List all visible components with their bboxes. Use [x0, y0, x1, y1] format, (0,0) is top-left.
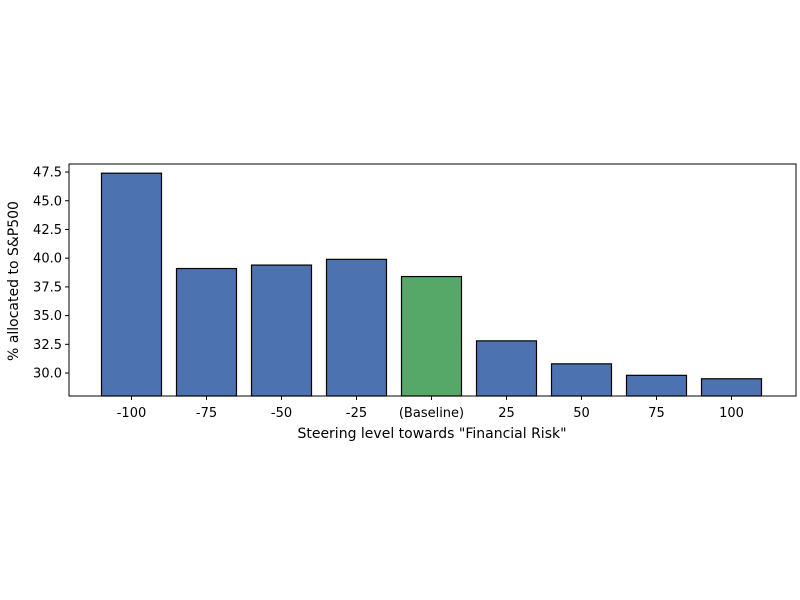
- x-tick-label-7: 75: [648, 406, 665, 421]
- y-tick-label-0: 30.0: [33, 367, 62, 382]
- bars-group: [100, 172, 763, 397]
- x-tick-label-3: -25: [346, 406, 367, 421]
- y-axis: 30.0 32.5 35.0 37.5 40.0 42.5 45.0 47.5: [33, 166, 69, 382]
- x-tick-label-2: -50: [271, 406, 292, 421]
- x-tick-label-0: -100: [117, 406, 147, 421]
- bar-8: [700, 378, 763, 397]
- y-tick-label-6: 45.0: [33, 194, 62, 209]
- y-tick-label-2: 35.0: [33, 309, 62, 324]
- y-tick-label-7: 47.5: [33, 166, 62, 181]
- x-axis-title: Steering level towards "Financial Risk": [297, 426, 566, 442]
- x-tick-label-5: 25: [498, 406, 515, 421]
- bar-4: [400, 275, 463, 397]
- y-tick-label-3: 37.5: [33, 280, 62, 295]
- bar-5: [475, 340, 538, 397]
- y-tick-label-4: 40.0: [33, 252, 62, 267]
- x-tick-label-6: 50: [573, 406, 590, 421]
- bar-7: [625, 374, 688, 397]
- bar-3: [325, 258, 388, 397]
- y-axis-title: % allocated to S&P500: [6, 201, 22, 361]
- plot-frame: [68, 163, 797, 397]
- y-tick-label-5: 42.5: [33, 223, 62, 238]
- y-tick-label-1: 32.5: [33, 338, 62, 353]
- bar-6: [550, 363, 613, 397]
- x-tick-label-4: (Baseline): [399, 406, 464, 421]
- x-tick-label-1: -75: [196, 406, 217, 421]
- bar-2: [250, 264, 313, 397]
- bar-1: [175, 267, 238, 397]
- x-tick-label-8: 100: [719, 406, 744, 421]
- x-axis: -100 -75 -50 -25 (Baseline) 25 50 75 100: [117, 396, 744, 421]
- bar-0: [100, 172, 163, 397]
